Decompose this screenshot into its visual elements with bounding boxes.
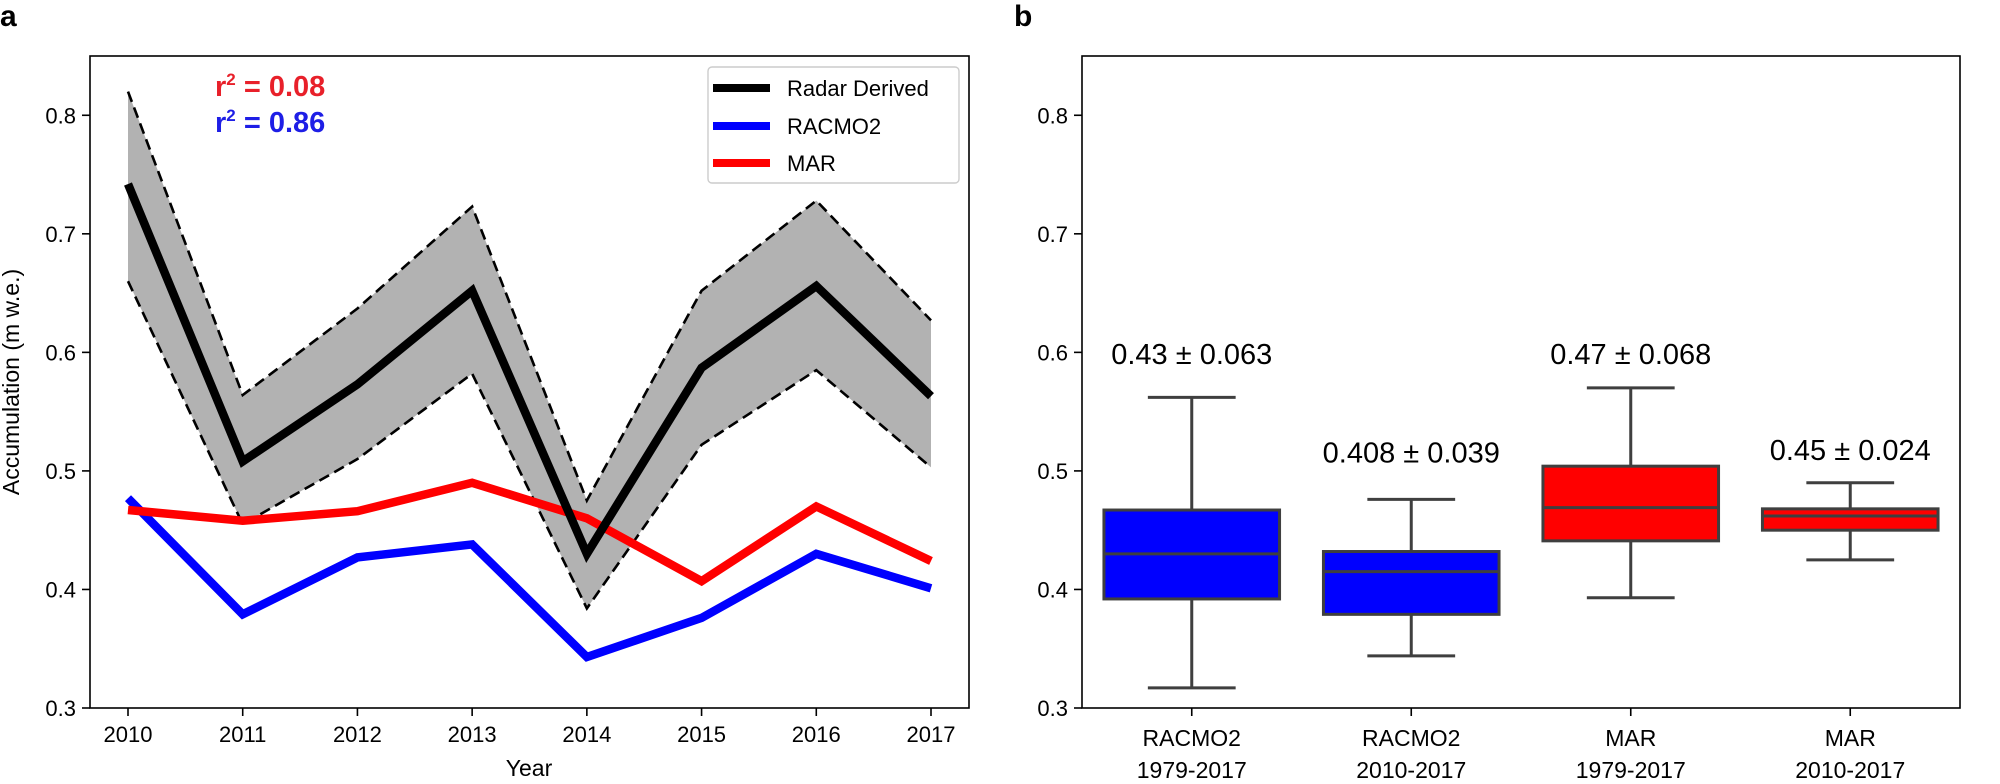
panel-b-y-axis: 0.3 0.4 0.5 0.6 0.7 0.8 bbox=[1037, 103, 1082, 721]
x-tick-label-2010: 2010 bbox=[104, 722, 153, 747]
iqr-box-mar-1979-2017 bbox=[1541, 464, 1721, 543]
b-x-tick-label-line1-mar-2010-2017: MAR bbox=[1825, 725, 1876, 751]
legend: Radar Derived RACMO2 MAR bbox=[707, 66, 960, 184]
panel-a-frame bbox=[89, 55, 970, 709]
b-x-tick-label-line1-mar-1979-2017: MAR bbox=[1605, 725, 1656, 751]
r2-annotation-racmo2-value: = 0.86 bbox=[236, 107, 326, 139]
box-racmo2-1979-2017: 0.43 ± 0.063 bbox=[1102, 339, 1282, 690]
panel-a-series bbox=[124, 182, 934, 662]
x-tick-label-2011: 2011 bbox=[219, 722, 266, 747]
panel-b-boxes: 0.43 ± 0.063 0.408 ± 0.039 0.47 ± 0.068 0.4… bbox=[1102, 339, 1940, 690]
radar-upper-bound-line bbox=[126, 91, 932, 504]
box-mar-1979-2017: 0.47 ± 0.068 bbox=[1541, 339, 1721, 600]
panel-a-y-axis-title: Accumulation (m w.e.) bbox=[0, 269, 24, 495]
panel-a: a 0.30.40.50.60.70.8 2010 2011 2012 2013 201… bbox=[0, 0, 970, 781]
b-x-tick-label-line1-racmo2-2010-2017: RACMO2 bbox=[1362, 725, 1460, 751]
x-tick-label-2014: 2014 bbox=[562, 722, 611, 747]
panel-b-label: b bbox=[1014, 0, 1032, 33]
stat-label-mar-1979-2017: 0.47 ± 0.068 bbox=[1550, 339, 1711, 371]
r2-annotation-mar-prefix: r bbox=[215, 71, 226, 103]
stat-label-racmo2-2010-2017: 0.408 ± 0.039 bbox=[1323, 438, 1500, 470]
radar-uncertainty-fill bbox=[128, 91, 931, 609]
b-y-tick-label-0-3: 0.3 bbox=[1037, 696, 1068, 721]
panel-a-y-axis: 0.3 0.4 0.5 0.6 0.7 0.8 bbox=[45, 103, 90, 721]
panel-b: b 0.3 0.4 0.5 0.6 0.7 0.8 0.43 ± 0.063 0.408 ±… bbox=[1014, 0, 1961, 783]
y-tick-label-0-4: 0.4 bbox=[45, 577, 76, 602]
x-tick-label-2013: 2013 bbox=[448, 722, 497, 747]
b-x-tick-label-line2-racmo2-2010-2017: 2010-2017 bbox=[1356, 757, 1466, 783]
b-y-tick-label-0-7: 0.7 bbox=[1037, 222, 1068, 247]
b-y-tick-label-0-4: 0.4 bbox=[1037, 577, 1068, 602]
r2-annotation-mar-superscript: 2 bbox=[226, 70, 235, 89]
b-y-tick-label-0-6: 0.6 bbox=[1037, 340, 1068, 365]
series-line-radar-derived bbox=[124, 182, 934, 564]
r2-annotation-racmo2-prefix: r bbox=[215, 107, 226, 139]
x-tick-label-2015: 2015 bbox=[677, 722, 726, 747]
iqr-box-racmo2-2010-2017 bbox=[1321, 550, 1501, 616]
x-tick-label-2016: 2016 bbox=[792, 722, 841, 747]
panel-b-x-axis: RACMO2 1979-2017 RACMO2 2010-2017 MAR 1979-20… bbox=[1137, 708, 1905, 783]
series-line-racmo2 bbox=[124, 495, 933, 662]
b-x-tick-label-line1-racmo2-1979-2017: RACMO2 bbox=[1143, 725, 1241, 751]
b-y-tick-label-0-5: 0.5 bbox=[1037, 459, 1068, 484]
stat-label-racmo2-1979-2017: 0.43 ± 0.063 bbox=[1111, 339, 1272, 371]
stat-label-mar-2010-2017: 0.45 ± 0.024 bbox=[1770, 435, 1931, 467]
box-mar-2010-2017: 0.45 ± 0.024 bbox=[1760, 435, 1940, 562]
y-tick-label-0-8: 0.8 bbox=[45, 103, 76, 128]
radar-uncertainty-band bbox=[126, 91, 932, 611]
r2-annotation-racmo2-superscript: 2 bbox=[226, 106, 235, 125]
r2-annotation-racmo2: r2 = 0.86 bbox=[215, 106, 325, 139]
y-tick-label-0-7: 0.7 bbox=[45, 222, 76, 247]
x-tick-label-2017: 2017 bbox=[907, 722, 956, 747]
b-x-tick-label-line2-mar-1979-2017: 1979-2017 bbox=[1576, 757, 1686, 783]
x-tick-label-2012: 2012 bbox=[333, 722, 382, 747]
panel-b-frame bbox=[1081, 55, 1961, 709]
panel-a-x-axis: 2010 2011 2012 2013 2014 2015 2016 2017 bbox=[104, 708, 956, 747]
y-tick-label-0-6: 0.6 bbox=[45, 340, 76, 365]
series-line-mar bbox=[127, 478, 933, 587]
y-tick-label-0-3: 0.3 bbox=[45, 696, 76, 721]
b-x-tick-label-line2-racmo2-1979-2017: 1979-2017 bbox=[1137, 757, 1247, 783]
b-y-tick-label-0-8: 0.8 bbox=[1037, 103, 1068, 128]
y-tick-label-0-5: 0.5 bbox=[45, 459, 76, 484]
b-x-tick-label-line2-mar-2010-2017: 2010-2017 bbox=[1795, 757, 1905, 783]
r2-annotation-mar-value: = 0.08 bbox=[236, 71, 326, 103]
panel-a-label: a bbox=[0, 0, 17, 33]
legend-label-radar: Radar Derived bbox=[787, 76, 929, 101]
legend-label-mar: MAR bbox=[787, 151, 836, 176]
iqr-box-mar-2010-2017 bbox=[1760, 507, 1940, 532]
box-racmo2-2010-2017: 0.408 ± 0.039 bbox=[1321, 438, 1501, 658]
legend-box bbox=[707, 66, 960, 184]
r2-annotation-mar: r2 = 0.08 bbox=[215, 70, 325, 103]
radar-lower-bound-line bbox=[126, 280, 932, 611]
panel-a-x-axis-title: Year bbox=[506, 755, 553, 781]
legend-label-racmo2: RACMO2 bbox=[787, 114, 881, 139]
